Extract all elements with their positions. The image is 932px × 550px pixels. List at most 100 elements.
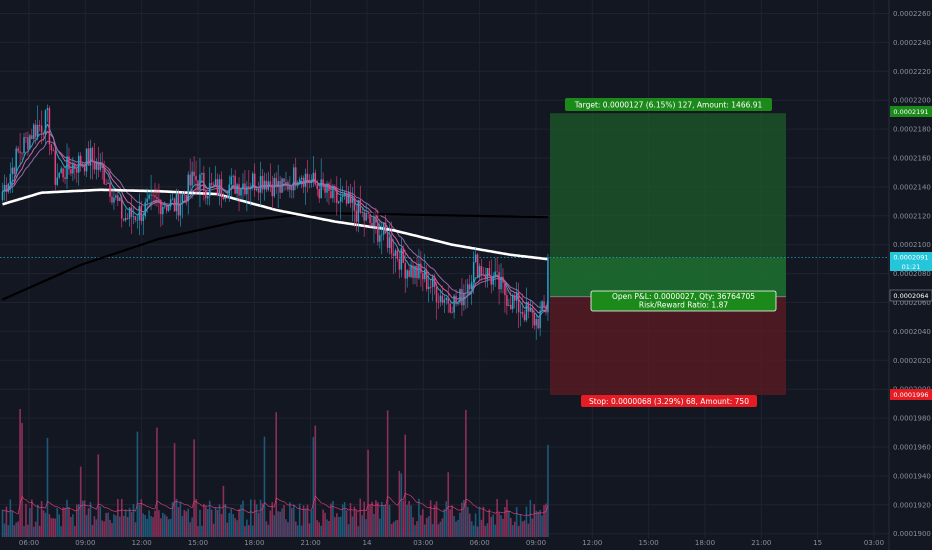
candle-body bbox=[332, 186, 334, 199]
x-tick-label: 15:00 bbox=[639, 539, 659, 547]
volume-bar bbox=[369, 505, 371, 537]
position-labels: Target: 0.0000127 (6.15%) 127, Amount: 1… bbox=[565, 98, 777, 407]
loss-zone bbox=[550, 296, 786, 395]
volume-bar bbox=[353, 506, 356, 537]
volume-bar bbox=[87, 508, 90, 537]
volume-bar bbox=[101, 520, 104, 537]
volume-bar bbox=[158, 510, 160, 537]
x-tick-label: 12:00 bbox=[582, 539, 602, 547]
volume-bar bbox=[23, 526, 25, 537]
volume-bar bbox=[326, 519, 328, 537]
volume-bar bbox=[482, 506, 485, 537]
volume-bar bbox=[439, 521, 442, 537]
candle-body bbox=[34, 124, 37, 137]
volume-bar bbox=[545, 503, 547, 537]
candle-body bbox=[148, 194, 150, 199]
candle-body bbox=[81, 165, 84, 166]
volume-bar bbox=[431, 524, 434, 537]
x-tick-label: 21:00 bbox=[751, 539, 771, 547]
candle-body bbox=[253, 173, 256, 191]
volume-bar bbox=[150, 516, 152, 537]
volume-bar bbox=[377, 502, 379, 537]
volume-bar bbox=[463, 500, 465, 537]
volume-bar bbox=[79, 466, 82, 537]
volume-bar bbox=[25, 503, 27, 537]
candle-body bbox=[437, 301, 440, 303]
volume-bar bbox=[261, 503, 264, 537]
candle-body bbox=[77, 155, 80, 173]
volume-bar bbox=[423, 524, 426, 537]
candle-body bbox=[406, 270, 408, 279]
candle-body bbox=[318, 188, 320, 199]
volume-bar bbox=[291, 508, 293, 537]
volume-bar bbox=[447, 472, 450, 537]
stop-label-box bbox=[581, 395, 757, 407]
volume-bar bbox=[154, 510, 156, 537]
candle-body bbox=[338, 201, 340, 203]
volume-bar bbox=[46, 437, 49, 537]
candle-body bbox=[435, 287, 438, 302]
candle-body bbox=[60, 168, 62, 173]
candle-body bbox=[1, 191, 4, 201]
volume-bar bbox=[265, 521, 268, 537]
volume-bar bbox=[171, 502, 174, 537]
volume-bar bbox=[406, 504, 408, 537]
candle-body bbox=[181, 194, 184, 204]
candle-body bbox=[285, 181, 287, 183]
volume-bar bbox=[175, 498, 178, 537]
volume-bar bbox=[289, 502, 291, 537]
volume-bar bbox=[232, 514, 234, 537]
volume-bar bbox=[148, 510, 150, 537]
volume-bar bbox=[187, 508, 190, 537]
y-tick-label: 0.0002040 bbox=[893, 328, 931, 336]
candle-body bbox=[226, 197, 229, 199]
candle-body bbox=[13, 167, 15, 175]
candle-body bbox=[410, 265, 412, 277]
candle-body bbox=[465, 292, 467, 294]
volume-bar bbox=[324, 512, 326, 537]
entry-rr-label: Risk/Reward Ratio: 1.87 bbox=[639, 301, 728, 310]
volume-bar bbox=[394, 520, 397, 537]
candle-body bbox=[259, 175, 262, 193]
x-tick-label: 15 bbox=[813, 539, 822, 547]
volume-bar bbox=[140, 499, 143, 537]
candle-body bbox=[126, 217, 129, 219]
candle-body bbox=[195, 175, 197, 181]
volume-bars bbox=[1, 409, 549, 537]
candle-body bbox=[269, 181, 272, 185]
volume-bar bbox=[31, 499, 33, 537]
candle-body bbox=[408, 270, 410, 277]
volume-bar bbox=[177, 507, 180, 537]
volume-bar bbox=[312, 437, 315, 537]
candle-body bbox=[207, 196, 209, 199]
volume-bar bbox=[461, 502, 463, 537]
candle-body bbox=[547, 257, 549, 313]
moving-averages bbox=[2, 123, 549, 318]
y-tick-label: 0.0002200 bbox=[893, 97, 931, 105]
candle-body bbox=[21, 152, 23, 154]
candle-body bbox=[224, 197, 227, 199]
candle-body bbox=[513, 295, 516, 301]
volume-bar bbox=[160, 518, 162, 537]
volume-bar bbox=[508, 510, 510, 537]
volume-bar bbox=[242, 500, 244, 537]
entry-price-tag bbox=[889, 289, 932, 302]
volume-bar bbox=[56, 507, 59, 537]
volume-bar bbox=[126, 517, 129, 537]
volume-bar bbox=[230, 508, 233, 537]
ema-slow-line bbox=[2, 140, 549, 308]
volume-bar bbox=[506, 499, 508, 537]
volume-bar bbox=[294, 521, 297, 537]
volume-bar bbox=[144, 515, 147, 537]
volume-bar bbox=[363, 501, 365, 537]
candle-body bbox=[457, 302, 459, 305]
candle-body bbox=[29, 135, 31, 150]
candle-body bbox=[44, 110, 47, 135]
candle-body bbox=[189, 174, 191, 186]
candle-body bbox=[429, 286, 432, 288]
volume-bar bbox=[484, 525, 487, 537]
candle-body bbox=[197, 180, 199, 191]
candle-body bbox=[121, 197, 123, 219]
volume-bar bbox=[138, 504, 141, 537]
